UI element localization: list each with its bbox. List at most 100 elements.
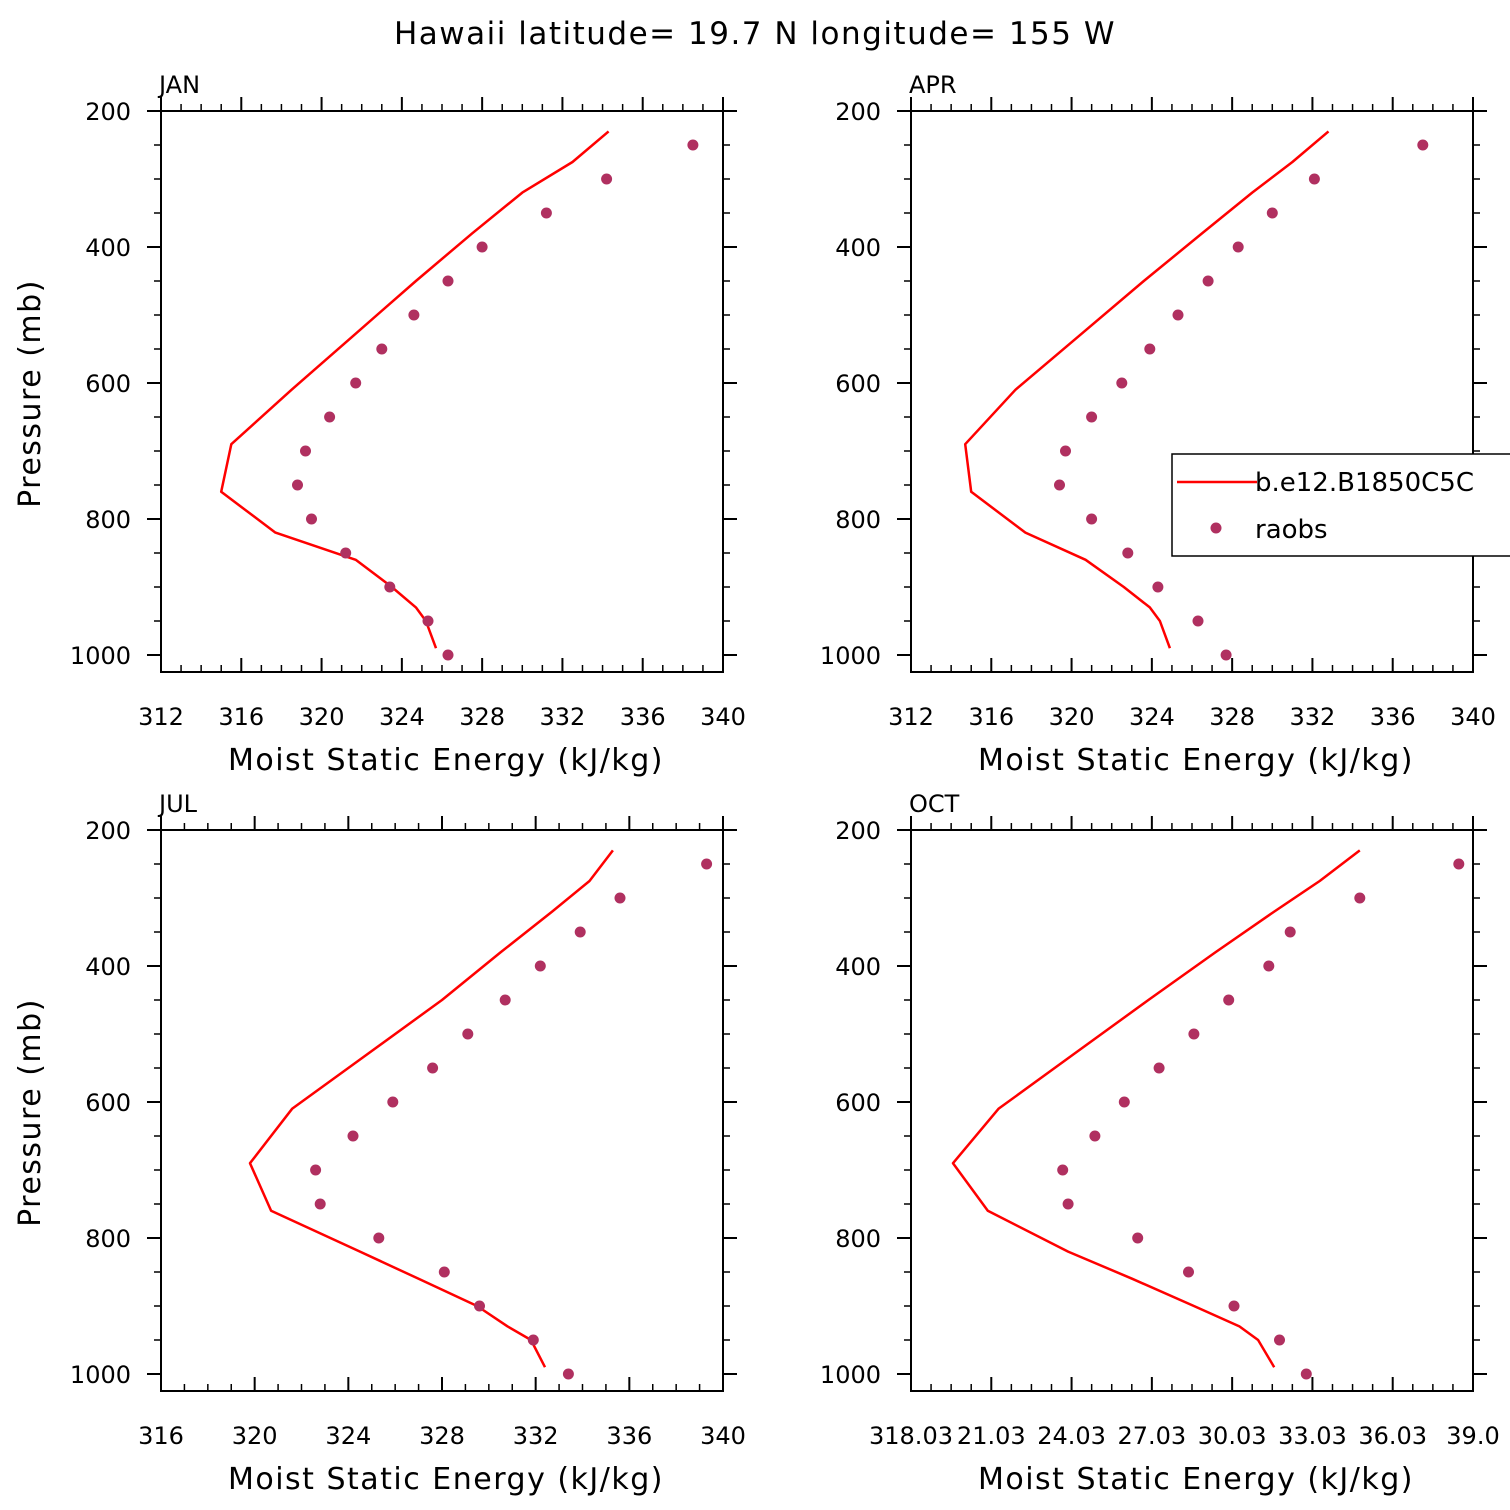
x-tick-label: 316 — [138, 1422, 184, 1450]
x-tick-label: 24.03 — [1037, 1422, 1106, 1450]
raobs-point — [442, 649, 454, 661]
raobs-point — [1223, 994, 1235, 1006]
raobs-point — [387, 1096, 399, 1108]
x-tick-label: 320 — [1049, 703, 1095, 731]
y-tick-label: 400 — [835, 953, 881, 981]
raobs-point — [1089, 1130, 1101, 1142]
y-tick-label: 1000 — [820, 1361, 881, 1389]
raobs-point — [1453, 858, 1465, 870]
raobs-point — [1220, 649, 1232, 661]
raobs-point — [1172, 309, 1184, 321]
x-tick-label: 36.03 — [1358, 1422, 1427, 1450]
plot-frame-jul — [160, 829, 724, 1392]
legend-model-label: b.e12.B1850C5C — [1255, 468, 1474, 498]
model-series-line-jul — [248, 849, 614, 1368]
raobs-point — [1144, 343, 1156, 355]
raobs-point — [1308, 173, 1320, 185]
raobs-point — [601, 173, 613, 185]
panel-jul: JUL 316 320 324 328 332 336 340 200 400 600 800 1000… — [13, 790, 746, 1497]
raobs-point — [1354, 892, 1366, 904]
raobs-point — [1202, 275, 1214, 287]
raobs-point — [1263, 960, 1275, 972]
x-tick-label: 39.0 — [1446, 1422, 1499, 1450]
y-tick-label: 800 — [835, 506, 881, 534]
x-tick-label: 332 — [1290, 703, 1336, 731]
raobs-point — [1153, 1062, 1165, 1074]
x-tick-label: 316 — [968, 703, 1014, 731]
legend: b.e12.B1850C5C raobs — [1171, 453, 1510, 557]
raobs-point — [1192, 615, 1204, 627]
raobs-point — [1232, 241, 1244, 253]
x-tick-label: 27.03 — [1117, 1422, 1186, 1450]
x-tick-label: 336 — [606, 1422, 652, 1450]
y-tick-label: 600 — [85, 1089, 131, 1117]
raobs-point — [300, 445, 311, 457]
x-axis-title: Moist Static Energy (kJ/kg) — [978, 743, 1414, 778]
raobs-point — [350, 377, 362, 389]
plot-frame-jan — [160, 110, 724, 673]
raobs-point — [310, 1164, 322, 1176]
x-tick-label: 328 — [459, 703, 505, 731]
raobs-point — [562, 1368, 574, 1380]
x-tick-label: 340 — [700, 1422, 746, 1450]
raobs-point — [534, 960, 546, 972]
panels: JAN 312 316 320 324 328 332 336 340 200 400 600 800 1… — [13, 71, 1500, 1497]
x-tick-label: 336 — [1370, 703, 1416, 731]
y-tick-label: 800 — [835, 1225, 881, 1253]
x-tick-label: 320 — [232, 1422, 278, 1450]
x-tick-label: 332 — [513, 1422, 559, 1450]
raobs-point — [540, 207, 552, 219]
figure-title: Hawaii latitude= 19.7 N longitude= 155 W — [394, 16, 1116, 52]
raobs-point — [574, 926, 586, 938]
x-tick-label: 324 — [325, 1422, 371, 1450]
raobs-point — [1188, 1028, 1200, 1040]
y-tick-label: 200 — [835, 817, 881, 845]
x-tick-label: 318.03 — [869, 1422, 953, 1450]
y-tick-label: 1000 — [70, 642, 131, 670]
panel-oct: OCT 318.03 21.03 24.03 27.03 30.03 33.03 36.03 3… — [820, 790, 1500, 1497]
legend-box — [1171, 453, 1510, 557]
x-tick-label: 328 — [1209, 703, 1255, 731]
model-series-line-apr — [963, 130, 1330, 649]
raobs-point — [1122, 547, 1134, 559]
x-tick-label: 324 — [1129, 703, 1175, 731]
panel-jan: JAN 312 316 320 324 328 332 336 340 200 400 600 800 1… — [13, 71, 746, 778]
raobs-point — [1183, 1266, 1194, 1278]
plot-frame-oct — [910, 829, 1474, 1392]
y-tick-label: 200 — [835, 98, 881, 126]
x-tick-label: 30.03 — [1198, 1422, 1267, 1450]
y-tick-label: 400 — [85, 234, 131, 262]
y-tick-label: 800 — [85, 1225, 131, 1253]
raobs-point — [1062, 1198, 1074, 1210]
raobs-point — [462, 1028, 474, 1040]
x-tick-label: 336 — [620, 703, 666, 731]
x-axis-title: Moist Static Energy (kJ/kg) — [228, 1462, 664, 1497]
raobs-point — [499, 994, 511, 1006]
raobs-point — [373, 1232, 385, 1244]
x-tick-label: 340 — [700, 703, 746, 731]
x-tick-label: 332 — [540, 703, 586, 731]
y-axis-title: Pressure (mb) — [13, 998, 48, 1227]
raobs-point — [1152, 581, 1164, 593]
panel-label-apr: APR — [909, 71, 957, 99]
raobs-point — [1086, 513, 1098, 525]
raobs-point — [384, 581, 396, 593]
x-tick-label: 324 — [379, 703, 425, 731]
y-axis-title: Pressure (mb) — [13, 279, 48, 508]
x-tick-label: 33.03 — [1278, 1422, 1347, 1450]
raobs-point — [1300, 1368, 1312, 1380]
y-tick-label: 200 — [85, 98, 131, 126]
x-tick-label: 340 — [1450, 703, 1496, 731]
raobs-point — [476, 241, 488, 253]
x-tick-label: 21.03 — [957, 1422, 1026, 1450]
x-tick-label: 316 — [218, 703, 264, 731]
x-tick-label: 328 — [419, 1422, 465, 1450]
raobs-point — [408, 309, 420, 321]
panel-label-jan: JAN — [157, 71, 200, 99]
raobs-point — [527, 1334, 539, 1346]
raobs-point — [347, 1130, 359, 1142]
raobs-point — [1284, 926, 1296, 938]
raobs-point — [442, 275, 454, 287]
raobs-point — [324, 411, 336, 423]
raobs-point — [314, 1198, 326, 1210]
